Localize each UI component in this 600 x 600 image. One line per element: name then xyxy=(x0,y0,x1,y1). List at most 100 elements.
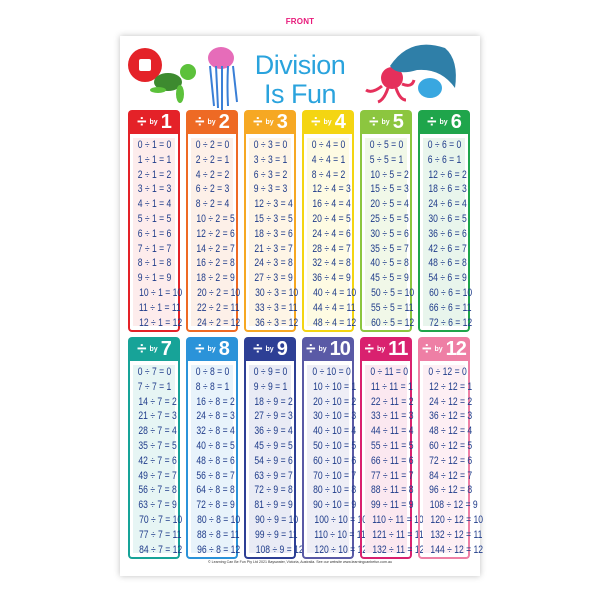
equation-row: 14 ÷ 2 = 7 xyxy=(191,242,235,257)
equation-row: 30 ÷ 10 = 3 xyxy=(307,409,356,424)
equation-text: 88 ÷ 11 = 8 xyxy=(370,484,414,497)
equation-row: 9 ÷ 1 = 9 xyxy=(133,271,175,286)
by-label: by xyxy=(265,345,274,353)
equation-row: 10 ÷ 1 = 10 xyxy=(133,286,182,301)
equation-row: 70 ÷ 10 = 7 xyxy=(307,469,356,484)
equation-text: 108 ÷ 9 = 12 xyxy=(255,543,304,556)
equation-text: 24 ÷ 6 = 4 xyxy=(428,198,467,211)
equation-row: 6 ÷ 1 = 6 xyxy=(133,227,175,242)
by-label: by xyxy=(149,345,158,353)
equation-text: 120 ÷ 12 = 10 xyxy=(430,513,484,526)
equation-row: 77 ÷ 11 = 7 xyxy=(365,469,413,484)
equation-row: 15 ÷ 5 = 3 xyxy=(365,182,408,197)
equation-text: 70 ÷ 10 = 7 xyxy=(313,469,357,482)
equation-row: 24 ÷ 3 = 8 xyxy=(249,256,292,271)
equation-text: 0 ÷ 12 = 0 xyxy=(428,366,467,378)
table-body: 0 ÷ 10 = 0 10 ÷ 10 = 1 20 ÷ 10 = 2 30 ÷ 10 … xyxy=(302,361,367,559)
equation-text: 49 ÷ 7 = 7 xyxy=(138,469,177,482)
equation-text: 18 ÷ 2 = 9 xyxy=(196,272,235,285)
equation-text: 8 ÷ 2 = 4 xyxy=(195,198,230,211)
equation-row: 0 ÷ 9 = 0 xyxy=(249,365,291,380)
equation-row: 72 ÷ 8 = 9 xyxy=(191,498,234,513)
equation-row: 81 ÷ 9 = 9 xyxy=(249,498,292,513)
equation-row: 42 ÷ 6 = 7 xyxy=(423,242,466,257)
table-header: ÷ by 4 xyxy=(302,110,354,134)
whale-icon xyxy=(390,44,456,98)
equation-row: 48 ÷ 12 = 4 xyxy=(423,424,472,439)
equation-text: 0 ÷ 2 = 0 xyxy=(195,139,230,151)
equation-row: 3 ÷ 1 = 3 xyxy=(133,182,175,197)
equation-text: 16 ÷ 2 = 8 xyxy=(196,257,235,270)
table-body: 0 ÷ 12 = 0 12 ÷ 12 = 1 24 ÷ 12 = 2 36 ÷ 12 … xyxy=(418,361,483,559)
equation-row: 22 ÷ 11 = 2 xyxy=(365,395,413,410)
division-table-2: ÷ by 2 0 ÷ 2 = 0 2 ÷ 2 = 1 4 ÷ 2 = 2 6 ÷ 2 … xyxy=(186,110,240,332)
equation-text: 84 ÷ 7 = 12 xyxy=(139,543,183,556)
equation-row: 48 ÷ 8 = 6 xyxy=(191,454,234,469)
jellyfish-icon xyxy=(208,47,238,110)
equation-text: 40 ÷ 5 = 8 xyxy=(370,257,409,270)
equation-text: 0 ÷ 4 = 0 xyxy=(311,139,346,151)
equation-row: 8 ÷ 1 = 8 xyxy=(133,256,175,271)
division-table-4: ÷ by 4 0 ÷ 4 = 0 4 ÷ 4 = 1 8 ÷ 4 = 2 12 ÷ 4… xyxy=(302,110,356,332)
equation-text: 88 ÷ 8 = 11 xyxy=(196,528,240,541)
equation-text: 10 ÷ 10 = 1 xyxy=(313,380,357,393)
equation-text: 20 ÷ 4 = 5 xyxy=(312,212,351,225)
divisor-number: 5 xyxy=(392,110,404,133)
divide-icon: ÷ xyxy=(369,112,379,131)
brand-logo xyxy=(128,48,162,82)
equation-row: 28 ÷ 4 = 7 xyxy=(307,242,351,257)
equation-row: 72 ÷ 6 = 12 xyxy=(423,316,472,331)
equation-text: 96 ÷ 8 = 12 xyxy=(197,543,241,556)
equation-text: 121 ÷ 11 = 11 xyxy=(372,528,424,541)
equation-row: 1 ÷ 1 = 1 xyxy=(133,153,175,168)
equation-text: 12 ÷ 2 = 6 xyxy=(196,227,235,240)
equation-row: 110 ÷ 11 = 10 xyxy=(365,513,423,528)
equation-text: 54 ÷ 6 = 9 xyxy=(428,272,467,285)
equation-text: 63 ÷ 9 = 7 xyxy=(254,469,293,482)
equation-text: 56 ÷ 8 = 7 xyxy=(196,469,235,482)
equation-text: 9 ÷ 3 = 3 xyxy=(253,183,288,196)
equation-row: 35 ÷ 5 = 7 xyxy=(365,242,408,257)
division-table-12: ÷ by 12 0 ÷ 12 = 0 12 ÷ 12 = 1 24 ÷ 12 = 2… xyxy=(418,337,483,559)
equation-text: 66 ÷ 6 = 11 xyxy=(428,301,472,314)
equation-text: 30 ÷ 10 = 3 xyxy=(313,410,357,423)
equation-row: 0 ÷ 5 = 0 xyxy=(365,138,407,153)
equation-text: 7 ÷ 7 = 1 xyxy=(137,380,172,393)
equation-row: 20 ÷ 2 = 10 xyxy=(191,286,240,301)
equation-row: 90 ÷ 10 = 9 xyxy=(307,498,356,513)
divisor-number: 6 xyxy=(450,110,462,133)
equation-text: 18 ÷ 3 = 6 xyxy=(254,227,293,240)
equation-text: 40 ÷ 8 = 5 xyxy=(196,439,235,452)
equation-row: 44 ÷ 11 = 4 xyxy=(365,424,413,439)
equation-row: 80 ÷ 8 = 10 xyxy=(191,513,240,528)
equation-text: 48 ÷ 6 = 8 xyxy=(428,257,467,270)
equation-text: 55 ÷ 5 = 11 xyxy=(370,301,414,314)
equation-text: 4 ÷ 1 = 4 xyxy=(137,198,172,211)
equation-row: 25 ÷ 5 = 5 xyxy=(365,212,408,227)
equation-row: 108 ÷ 9 = 12 xyxy=(249,543,304,558)
equation-text: 90 ÷ 10 = 9 xyxy=(313,499,357,512)
equation-row: 110 ÷ 10 = 11 xyxy=(307,528,365,543)
equation-text: 96 ÷ 12 = 8 xyxy=(429,484,473,497)
equation-text: 14 ÷ 2 = 7 xyxy=(196,242,235,255)
equation-row: 11 ÷ 11 = 1 xyxy=(365,380,413,395)
equation-row: 12 ÷ 4 = 3 xyxy=(307,182,350,197)
equation-row: 54 ÷ 9 = 6 xyxy=(249,454,292,469)
equation-text: 132 ÷ 11 = 12 xyxy=(372,543,425,556)
equation-row: 27 ÷ 3 = 9 xyxy=(249,271,292,286)
equation-text: 40 ÷ 10 = 4 xyxy=(313,425,357,438)
equation-row: 30 ÷ 6 = 5 xyxy=(423,212,466,227)
equation-row: 99 ÷ 11 = 9 xyxy=(365,498,413,513)
equation-row: 55 ÷ 5 = 11 xyxy=(365,301,413,316)
equation-text: 2 ÷ 2 = 1 xyxy=(195,153,230,166)
equation-text: 8 ÷ 8 = 1 xyxy=(195,380,230,393)
equation-text: 28 ÷ 4 = 7 xyxy=(312,242,351,255)
poster-title: Division Is Fun xyxy=(120,51,480,109)
equation-row: 60 ÷ 5 = 12 xyxy=(365,316,414,331)
equation-row: 16 ÷ 8 = 2 xyxy=(191,395,234,410)
equation-text: 24 ÷ 12 = 2 xyxy=(429,395,473,408)
equation-row: 80 ÷ 10 = 8 xyxy=(307,483,356,498)
divisor-number: 11 xyxy=(388,337,408,360)
equation-row: 63 ÷ 7 = 9 xyxy=(133,498,176,513)
equation-text: 48 ÷ 12 = 4 xyxy=(429,425,473,438)
